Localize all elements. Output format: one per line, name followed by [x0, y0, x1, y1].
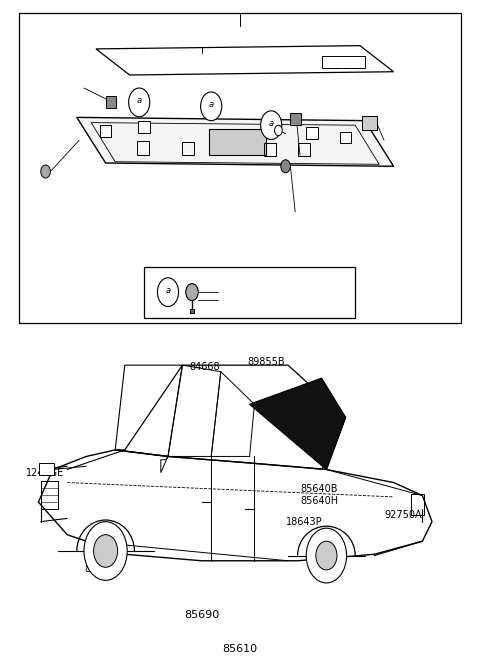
- Circle shape: [275, 125, 282, 136]
- Text: 85690: 85690: [184, 609, 219, 620]
- Bar: [298, 144, 310, 157]
- Circle shape: [157, 277, 179, 306]
- Text: 85640B: 85640B: [300, 485, 337, 495]
- Circle shape: [186, 283, 198, 300]
- Circle shape: [281, 160, 290, 173]
- Circle shape: [201, 92, 222, 121]
- Bar: [322, 56, 365, 68]
- Bar: [41, 482, 58, 508]
- Text: a: a: [137, 96, 142, 105]
- Text: a: a: [269, 119, 274, 128]
- Text: 85640B: 85640B: [84, 553, 121, 563]
- Bar: [306, 127, 318, 139]
- Bar: [106, 96, 116, 108]
- Bar: [340, 132, 351, 144]
- Bar: [190, 309, 194, 313]
- Bar: [209, 129, 266, 155]
- Text: 89855B: 89855B: [247, 358, 285, 367]
- Text: a: a: [166, 285, 170, 295]
- Circle shape: [84, 522, 127, 581]
- Polygon shape: [77, 117, 394, 166]
- Bar: [100, 125, 111, 137]
- Text: a: a: [209, 100, 214, 109]
- Bar: [290, 113, 301, 125]
- Text: 82315A: 82315A: [295, 438, 333, 448]
- Bar: [39, 463, 54, 475]
- Circle shape: [316, 541, 337, 570]
- Circle shape: [94, 535, 118, 567]
- Bar: [264, 144, 276, 157]
- Circle shape: [261, 111, 282, 140]
- Text: 18643P: 18643P: [286, 517, 322, 527]
- Text: 85640H: 85640H: [84, 564, 122, 574]
- Bar: [411, 494, 424, 515]
- Bar: [362, 116, 377, 131]
- Bar: [19, 13, 461, 323]
- Text: 92750A: 92750A: [384, 510, 421, 520]
- Bar: [182, 142, 194, 155]
- Bar: [138, 121, 150, 133]
- Text: 84668: 84668: [190, 362, 220, 372]
- Circle shape: [41, 165, 50, 178]
- Bar: [144, 267, 355, 318]
- Text: 1249GE: 1249GE: [26, 468, 65, 478]
- Bar: [137, 142, 149, 155]
- Circle shape: [129, 88, 150, 117]
- Polygon shape: [250, 379, 346, 470]
- Text: 85640H: 85640H: [300, 495, 338, 506]
- Text: 85610: 85610: [222, 644, 258, 654]
- Circle shape: [306, 528, 347, 583]
